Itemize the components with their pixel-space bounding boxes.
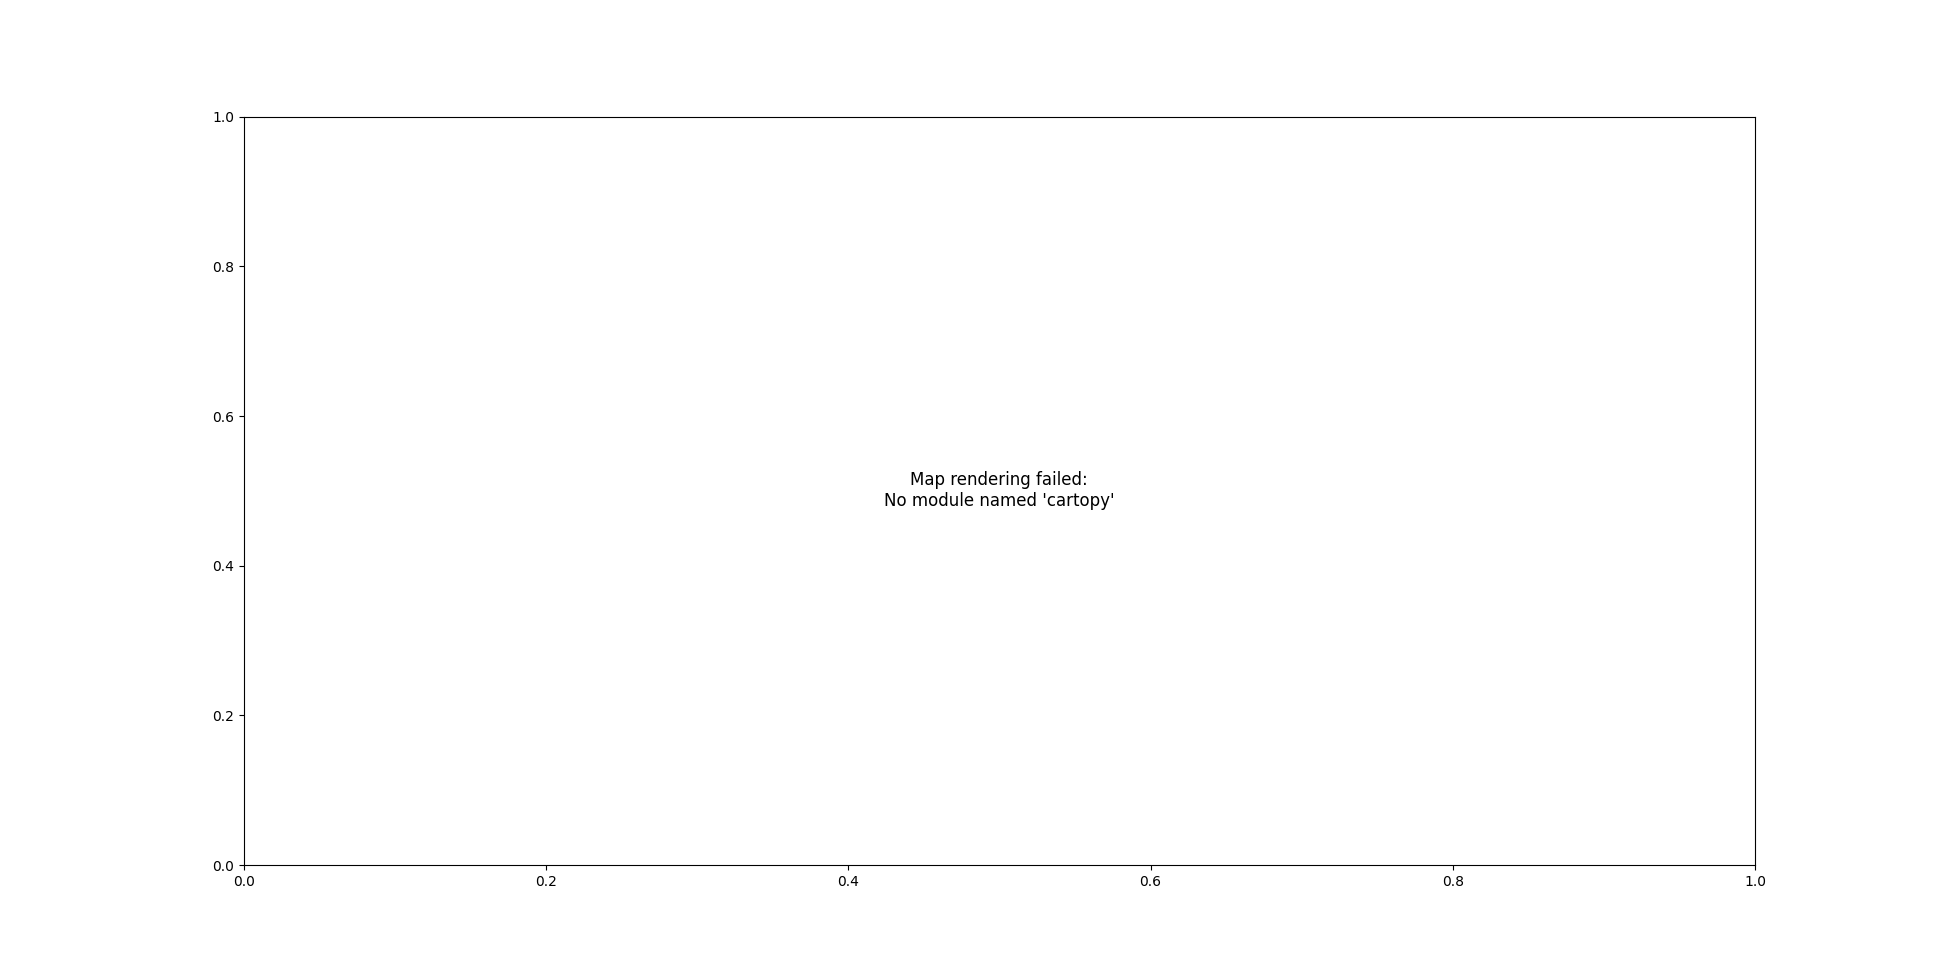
Text: Map rendering failed:
No module named 'cartopy': Map rendering failed: No module named 'c…	[883, 471, 1115, 510]
